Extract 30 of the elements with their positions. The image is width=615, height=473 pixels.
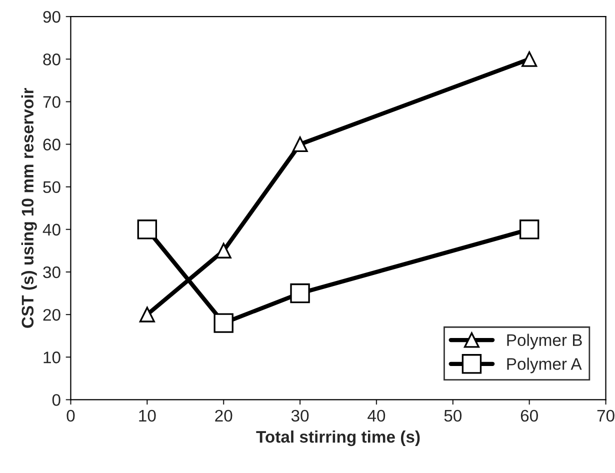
x-tick-label: 40 xyxy=(368,410,386,422)
y-tick-label: 40 xyxy=(42,224,60,236)
x-tick-label: 30 xyxy=(291,410,309,422)
point xyxy=(519,220,540,240)
legend-label: Polymer B xyxy=(507,334,582,350)
point xyxy=(292,136,308,152)
y-tick-label: 90 xyxy=(43,10,60,23)
y-tick-label: 50 xyxy=(43,181,60,194)
x-tick-label: 10 xyxy=(139,410,156,422)
y-tick-label: 60 xyxy=(43,138,60,150)
x-tick-label: 50 xyxy=(444,410,462,422)
y-tick-label: 80 xyxy=(43,54,60,66)
point xyxy=(290,283,310,304)
x-tick-label: 0 xyxy=(66,410,75,422)
point xyxy=(522,51,538,67)
x-axis-title: Total stirring time (s) xyxy=(256,430,420,446)
point xyxy=(137,220,158,240)
y-axis-title: CST (s) using 10 mm reservoir xyxy=(21,88,37,328)
y-tick-label: 20 xyxy=(43,308,60,321)
legend-label: Polymer A xyxy=(507,358,582,374)
point xyxy=(214,313,234,333)
y-tick-label: 10 xyxy=(44,352,60,364)
x-tick-label: 70 xyxy=(597,410,614,422)
x-tick-label: 20 xyxy=(215,410,232,422)
point xyxy=(216,242,232,258)
point xyxy=(139,306,155,322)
y-tick-label: 70 xyxy=(43,96,60,108)
y-tick-label: 0 xyxy=(52,394,60,406)
y-tick-label: 30 xyxy=(43,266,60,278)
x-tick-label: 60 xyxy=(520,410,538,422)
